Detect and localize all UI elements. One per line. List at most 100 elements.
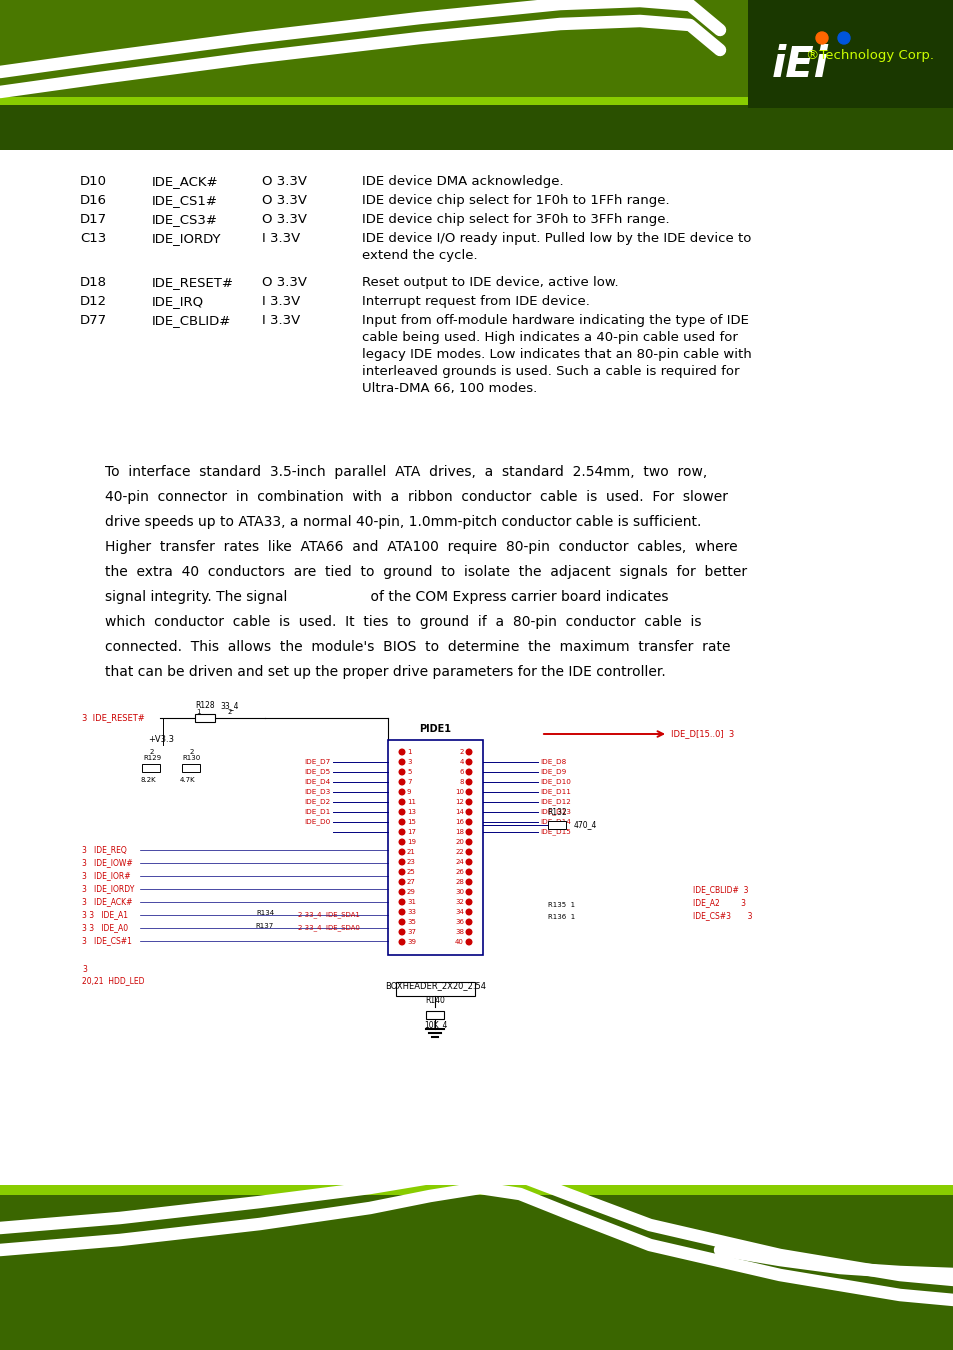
Text: 3   IDE_CS#1: 3 IDE_CS#1 <box>82 937 132 945</box>
Text: D12: D12 <box>80 296 107 308</box>
Text: IDE device chip select for 3F0h to 3FFh range.: IDE device chip select for 3F0h to 3FFh … <box>361 213 669 225</box>
Text: 36: 36 <box>455 919 463 925</box>
Text: I 3.3V: I 3.3V <box>262 232 300 244</box>
Text: IDE_CS1#: IDE_CS1# <box>152 194 218 207</box>
Text: 23: 23 <box>407 859 416 865</box>
Text: ®Technology Corp.: ®Technology Corp. <box>805 49 933 62</box>
Text: 13: 13 <box>407 809 416 815</box>
Text: 19: 19 <box>407 838 416 845</box>
Circle shape <box>398 929 404 934</box>
Text: that can be driven and set up the proper drive parameters for the IDE controller: that can be driven and set up the proper… <box>105 666 665 679</box>
Bar <box>395 981 475 996</box>
Circle shape <box>466 909 472 915</box>
Text: 34: 34 <box>455 909 463 915</box>
Text: PIDE1: PIDE1 <box>419 724 451 734</box>
Text: 33: 33 <box>407 909 416 915</box>
Circle shape <box>398 869 404 875</box>
Text: 17: 17 <box>407 829 416 836</box>
Circle shape <box>398 909 404 915</box>
Text: IDE device chip select for 1F0h to 1FFh range.: IDE device chip select for 1F0h to 1FFh … <box>361 194 669 207</box>
Text: D16: D16 <box>80 194 107 207</box>
Text: 32: 32 <box>455 899 463 904</box>
Text: interleaved grounds is used. Such a cable is required for: interleaved grounds is used. Such a cabl… <box>361 364 739 378</box>
Text: D10: D10 <box>80 176 107 188</box>
Bar <box>388 740 482 954</box>
Text: cable being used. High indicates a 40-pin cable used for: cable being used. High indicates a 40-pi… <box>361 331 737 344</box>
Text: 3   IDE_IORDY: 3 IDE_IORDY <box>82 884 134 894</box>
Text: 33_4: 33_4 <box>220 701 239 710</box>
Text: 3: 3 <box>82 965 87 975</box>
Text: IDE_D13: IDE_D13 <box>539 809 570 815</box>
Text: 1: 1 <box>195 709 200 716</box>
Text: IDE_CS3#: IDE_CS3# <box>152 213 218 225</box>
Text: I 3.3V: I 3.3V <box>262 315 300 327</box>
Text: IDE_ACK#: IDE_ACK# <box>152 176 218 188</box>
Text: IDE_D12: IDE_D12 <box>539 799 570 806</box>
Text: 10K_4: 10K_4 <box>423 1021 447 1029</box>
Circle shape <box>466 929 472 934</box>
Text: 24: 24 <box>455 859 463 865</box>
Circle shape <box>398 829 404 834</box>
Text: 3: 3 <box>407 759 411 765</box>
Text: R129: R129 <box>143 755 161 761</box>
Text: 27: 27 <box>407 879 416 886</box>
Text: Higher  transfer  rates  like  ATA66  and  ATA100  require  80-pin  conductor  c: Higher transfer rates like ATA66 and ATA… <box>105 540 737 553</box>
Text: 3 3   IDE_A0: 3 3 IDE_A0 <box>82 923 128 933</box>
Text: 2: 2 <box>459 749 463 755</box>
Text: 25: 25 <box>407 869 416 875</box>
Text: 10: 10 <box>455 788 463 795</box>
Circle shape <box>466 859 472 865</box>
Text: 20: 20 <box>455 838 463 845</box>
Text: To  interface  standard  3.5-inch  parallel  ATA  drives,  a  standard  2.54mm, : To interface standard 3.5-inch parallel … <box>105 464 706 479</box>
Text: R140: R140 <box>425 996 445 1004</box>
Text: Ultra-DMA 66, 100 modes.: Ultra-DMA 66, 100 modes. <box>361 382 537 396</box>
Circle shape <box>398 819 404 825</box>
Text: 8.2K: 8.2K <box>140 778 155 783</box>
Text: IDE_D1: IDE_D1 <box>304 809 331 815</box>
Text: 16: 16 <box>455 819 463 825</box>
Text: 26: 26 <box>455 869 463 875</box>
Text: IDE_D0: IDE_D0 <box>304 818 331 825</box>
Circle shape <box>398 899 404 904</box>
Circle shape <box>466 799 472 805</box>
Text: 2: 2 <box>150 749 154 755</box>
Text: 2 33_4  IDE_SDA0: 2 33_4 IDE_SDA0 <box>297 925 359 932</box>
Text: IDE_D2: IDE_D2 <box>304 799 331 806</box>
Text: IDE_D[15..0]  3: IDE_D[15..0] 3 <box>670 729 734 738</box>
Text: IDE_D5: IDE_D5 <box>304 768 331 775</box>
Bar <box>182 764 200 772</box>
Circle shape <box>466 829 472 834</box>
Bar <box>0 1185 953 1350</box>
Text: 30: 30 <box>455 890 463 895</box>
Text: 2 33_4  IDE_SDA1: 2 33_4 IDE_SDA1 <box>297 911 359 918</box>
Circle shape <box>398 799 404 805</box>
Text: extend the cycle.: extend the cycle. <box>361 248 477 262</box>
Text: R132: R132 <box>547 809 566 817</box>
Text: 31: 31 <box>407 899 416 904</box>
Circle shape <box>466 940 472 945</box>
Circle shape <box>398 790 404 795</box>
Circle shape <box>398 919 404 925</box>
Text: C13: C13 <box>80 232 106 244</box>
Text: 6: 6 <box>459 769 463 775</box>
Text: signal integrity. The signal                   of the COM Express carrier board : signal integrity. The signal of the COM … <box>105 590 668 603</box>
Bar <box>426 1011 444 1019</box>
Text: +V3.3: +V3.3 <box>148 736 173 744</box>
Text: 470_4: 470_4 <box>574 821 597 829</box>
Circle shape <box>466 849 472 855</box>
Text: 37: 37 <box>407 929 416 936</box>
Bar <box>547 821 565 829</box>
Circle shape <box>466 769 472 775</box>
Text: 9: 9 <box>407 788 411 795</box>
Text: 20,21  HDD_LED: 20,21 HDD_LED <box>82 976 144 986</box>
Text: R136  1: R136 1 <box>547 914 575 919</box>
Text: 2: 2 <box>440 1012 444 1018</box>
Circle shape <box>466 779 472 784</box>
Circle shape <box>466 809 472 815</box>
Circle shape <box>398 840 404 845</box>
Text: IDE device DMA acknowledge.: IDE device DMA acknowledge. <box>361 176 563 188</box>
Bar <box>0 105 953 150</box>
Text: 18: 18 <box>455 829 463 836</box>
Text: 4: 4 <box>459 759 463 765</box>
Text: R135  1: R135 1 <box>547 902 575 909</box>
